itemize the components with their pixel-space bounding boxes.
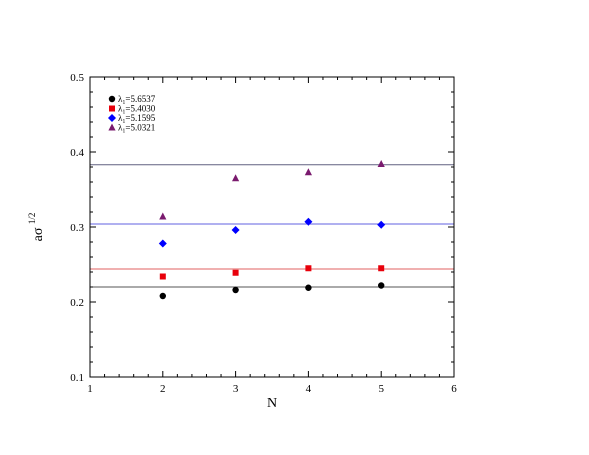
data-point-square — [232, 269, 239, 276]
data-point-triangle — [232, 174, 240, 182]
x-tick-label: 4 — [306, 383, 312, 395]
y-axis: 0.1 0.2 0.3 0.4 0.5 — [70, 72, 454, 384]
y-tick-label: 0.2 — [70, 297, 84, 309]
y-tick-label: 0.3 — [70, 222, 84, 234]
legend-marker-triangle — [108, 123, 116, 131]
legend-entry: λ1=5.1595 — [118, 113, 156, 125]
x-tick-label: 5 — [378, 383, 384, 395]
y-tick-label: 0.5 — [70, 72, 84, 84]
y-axis-title-text: aσ 1/2 — [27, 213, 46, 242]
x-axis-title: N — [267, 396, 277, 411]
data-point-diamond — [304, 217, 313, 226]
data-point-square — [159, 273, 166, 280]
y-tick-label: 0.4 — [70, 147, 84, 159]
x-tick-label: 3 — [233, 383, 239, 395]
data-point-triangle — [377, 160, 385, 167]
legend-entry: λ1=5.0321 — [118, 123, 155, 135]
x-tick-label: 1 — [87, 383, 93, 395]
x-tick-label: 2 — [160, 383, 166, 395]
y-axis-title-main: aσ — [31, 227, 46, 241]
data-point-square — [378, 265, 385, 272]
data-point-diamond — [231, 226, 240, 234]
data-point-diamond — [158, 239, 167, 248]
y-axis-title-superscript: 1/2 — [27, 213, 37, 225]
legend-entry-value: =5.6537 — [125, 94, 155, 104]
legend-entry-subscript: 1 — [122, 100, 125, 106]
legend-marker-circle — [108, 95, 116, 103]
y-tick-label: 0.1 — [70, 372, 84, 384]
legend-entry-symbol: λ — [118, 113, 123, 123]
legend-entry: λ1=5.6537 — [118, 94, 156, 106]
data-point-circle — [232, 286, 239, 294]
data-point-triangle — [159, 212, 167, 220]
data-point-triangle — [304, 168, 312, 176]
legend-entry-subscript: 1 — [122, 110, 125, 116]
legend-entry-symbol: λ — [118, 123, 123, 133]
legend-entry-value: =5.0321 — [125, 123, 155, 133]
legend-entry-subscript: 1 — [122, 129, 125, 135]
legend-marker-square — [109, 105, 115, 112]
data-point-square — [305, 265, 312, 272]
x-tick-label: 6 — [451, 383, 457, 395]
data-point-circle — [159, 292, 166, 300]
data-point-circle — [305, 284, 312, 291]
legend-entry-value: =5.1595 — [125, 113, 155, 123]
legend-entry-value: =5.4030 — [125, 104, 155, 114]
legend-entry: λ1=5.4030 — [118, 104, 156, 116]
data-point-circle — [378, 282, 385, 289]
legend-marker-diamond — [108, 114, 116, 122]
legend-entry-symbol: λ — [118, 104, 123, 114]
data-markers — [158, 160, 386, 300]
y-axis-title: aσ 1/2 — [27, 213, 46, 242]
legend-entry-subscript: 1 — [122, 119, 125, 125]
reference-lines — [90, 164, 454, 288]
legend-entry-symbol: λ — [118, 94, 123, 104]
data-point-diamond — [377, 220, 386, 229]
x-axis: 1 2 3 4 5 6 — [87, 77, 457, 395]
